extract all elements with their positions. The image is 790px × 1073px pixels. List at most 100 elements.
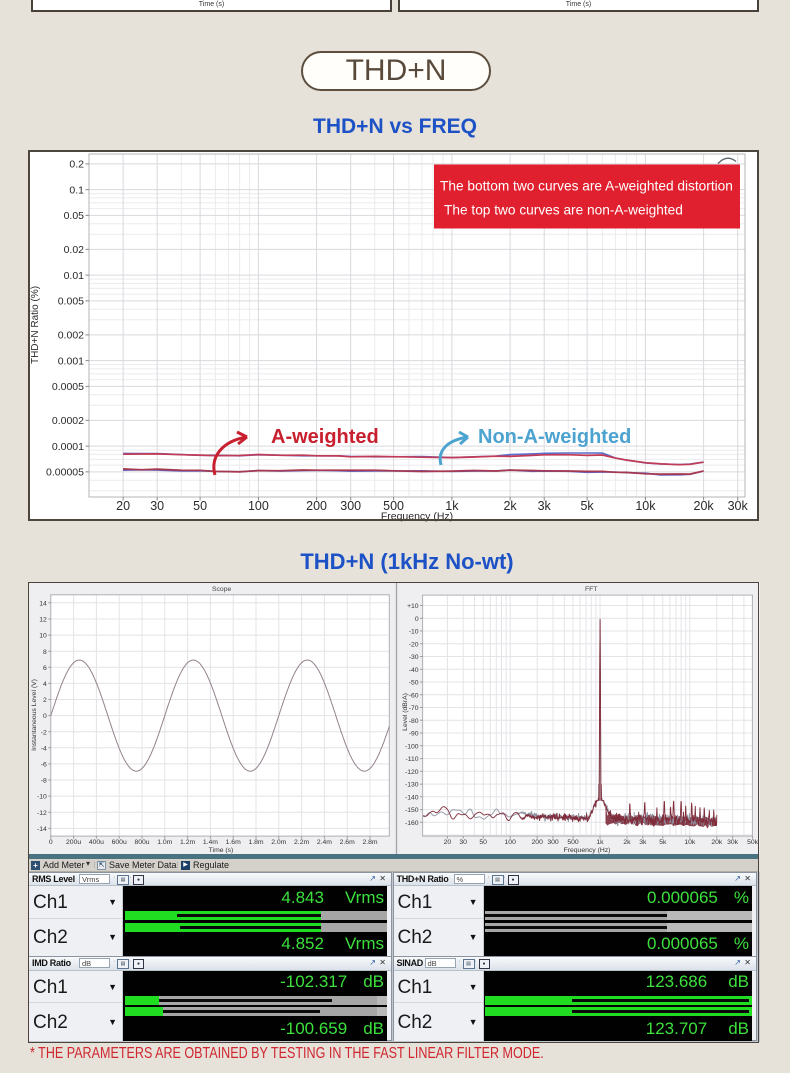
svg-text:-90: -90	[409, 731, 419, 738]
svg-text:200u: 200u	[66, 839, 81, 846]
svg-text:-110: -110	[405, 756, 418, 763]
svg-text:800u: 800u	[134, 839, 149, 846]
svg-text:-160: -160	[405, 820, 419, 827]
svg-text:0.002: 0.002	[58, 330, 84, 342]
svg-text:10k: 10k	[635, 499, 656, 513]
svg-text:12: 12	[39, 617, 47, 624]
svg-text:0.01: 0.01	[64, 270, 85, 282]
svg-text:100: 100	[248, 499, 269, 513]
svg-text:0.1: 0.1	[69, 184, 84, 196]
svg-text:1.2m: 1.2m	[180, 839, 195, 846]
svg-text:3k: 3k	[538, 499, 552, 513]
svg-text:500: 500	[567, 839, 579, 846]
svg-text:The bottom two curves are A-we: The bottom two curves are A-weighted dis…	[440, 179, 733, 194]
svg-text:50: 50	[193, 499, 207, 513]
svg-text:-50: -50	[409, 680, 419, 687]
svg-text:200: 200	[532, 839, 544, 846]
svg-text:Instantaneous Level (V): Instantaneous Level (V)	[31, 679, 38, 751]
svg-text:2.4m: 2.4m	[317, 839, 332, 846]
svg-text:300: 300	[547, 839, 559, 846]
svg-text:0.0005: 0.0005	[52, 381, 84, 393]
svg-text:2.2m: 2.2m	[294, 839, 309, 846]
svg-text:-6: -6	[41, 762, 47, 769]
svg-text:400u: 400u	[89, 839, 104, 846]
svg-text:FFT: FFT	[585, 586, 597, 593]
svg-text:-30: -30	[409, 654, 419, 661]
svg-text:50k: 50k	[747, 839, 759, 846]
svg-text:200: 200	[306, 499, 327, 513]
svg-text:10k: 10k	[684, 839, 696, 846]
svg-text:30: 30	[150, 499, 164, 513]
svg-text:300: 300	[340, 499, 361, 513]
svg-text:-2: -2	[41, 729, 47, 736]
svg-text:50: 50	[479, 839, 487, 846]
svg-text:Level (dBrA): Level (dBrA)	[402, 693, 409, 731]
svg-text:Frequency (Hz): Frequency (Hz)	[564, 847, 611, 854]
svg-text:500: 500	[383, 499, 404, 513]
svg-text:-150: -150	[405, 807, 419, 814]
svg-text:1.8m: 1.8m	[248, 839, 263, 846]
svg-text:Non-A-weighted: Non-A-weighted	[478, 426, 631, 448]
svg-text:0.02: 0.02	[64, 244, 85, 256]
svg-text:0.2: 0.2	[69, 159, 84, 171]
svg-text:10: 10	[39, 633, 47, 640]
svg-text:1.0m: 1.0m	[157, 839, 172, 846]
svg-text:8: 8	[43, 649, 47, 656]
svg-text:-140: -140	[405, 794, 419, 801]
svg-text:4: 4	[43, 681, 47, 688]
svg-text:1k: 1k	[596, 839, 604, 846]
svg-text:-60: -60	[409, 692, 419, 699]
svg-text:600u: 600u	[112, 839, 127, 846]
svg-text:14: 14	[39, 600, 47, 607]
svg-text:20k: 20k	[711, 839, 723, 846]
svg-text:30k: 30k	[728, 499, 749, 513]
svg-text:0.0002: 0.0002	[52, 415, 84, 427]
svg-text:0: 0	[49, 839, 53, 846]
svg-text:2: 2	[43, 697, 47, 704]
svg-text:0.0001: 0.0001	[52, 441, 84, 453]
svg-text:0.001: 0.001	[58, 355, 84, 367]
svg-text:0.05: 0.05	[64, 210, 85, 222]
svg-text:-8: -8	[41, 778, 47, 785]
svg-text:2.8m: 2.8m	[362, 839, 377, 846]
svg-text:-120: -120	[405, 769, 419, 776]
svg-text:Time (s): Time (s)	[209, 847, 234, 854]
svg-text:The top two curves are non-A-w: The top two curves are non-A-weighted	[444, 203, 683, 218]
svg-text:A-weighted: A-weighted	[271, 426, 379, 448]
svg-text:-20: -20	[409, 641, 419, 648]
svg-text:-14: -14	[37, 826, 47, 833]
svg-text:+10: +10	[407, 603, 419, 610]
svg-text:-100: -100	[405, 743, 419, 750]
svg-text:5k: 5k	[659, 839, 667, 846]
svg-text:20: 20	[116, 499, 130, 513]
svg-text:1.4m: 1.4m	[203, 839, 218, 846]
svg-text:THD+N Ratio (%): THD+N Ratio (%)	[30, 286, 41, 364]
svg-text:3k: 3k	[639, 839, 647, 846]
svg-text:-10: -10	[409, 629, 419, 636]
svg-text:Scope: Scope	[212, 586, 231, 593]
svg-text:100: 100	[505, 839, 517, 846]
svg-text:30: 30	[459, 839, 467, 846]
svg-text:-4: -4	[41, 745, 47, 752]
svg-text:0: 0	[43, 713, 47, 720]
svg-text:-80: -80	[409, 718, 419, 725]
svg-text:30k: 30k	[727, 839, 739, 846]
svg-text:2.0m: 2.0m	[271, 839, 286, 846]
svg-text:20k: 20k	[694, 499, 715, 513]
svg-text:-10: -10	[37, 794, 47, 801]
svg-text:1k: 1k	[445, 499, 459, 513]
svg-text:-40: -40	[409, 667, 419, 674]
svg-text:0.005: 0.005	[58, 296, 84, 308]
svg-text:1.6m: 1.6m	[226, 839, 241, 846]
svg-text:-70: -70	[409, 705, 419, 712]
svg-text:5k: 5k	[580, 499, 594, 513]
svg-text:20: 20	[444, 839, 452, 846]
svg-text:0: 0	[415, 616, 419, 623]
svg-text:0.00005: 0.00005	[46, 467, 84, 479]
svg-text:2k: 2k	[623, 839, 631, 846]
svg-text:6: 6	[43, 665, 47, 672]
svg-text:-12: -12	[37, 810, 47, 817]
svg-text:2.6m: 2.6m	[340, 839, 355, 846]
svg-text:2k: 2k	[503, 499, 517, 513]
svg-text:-130: -130	[405, 782, 419, 789]
